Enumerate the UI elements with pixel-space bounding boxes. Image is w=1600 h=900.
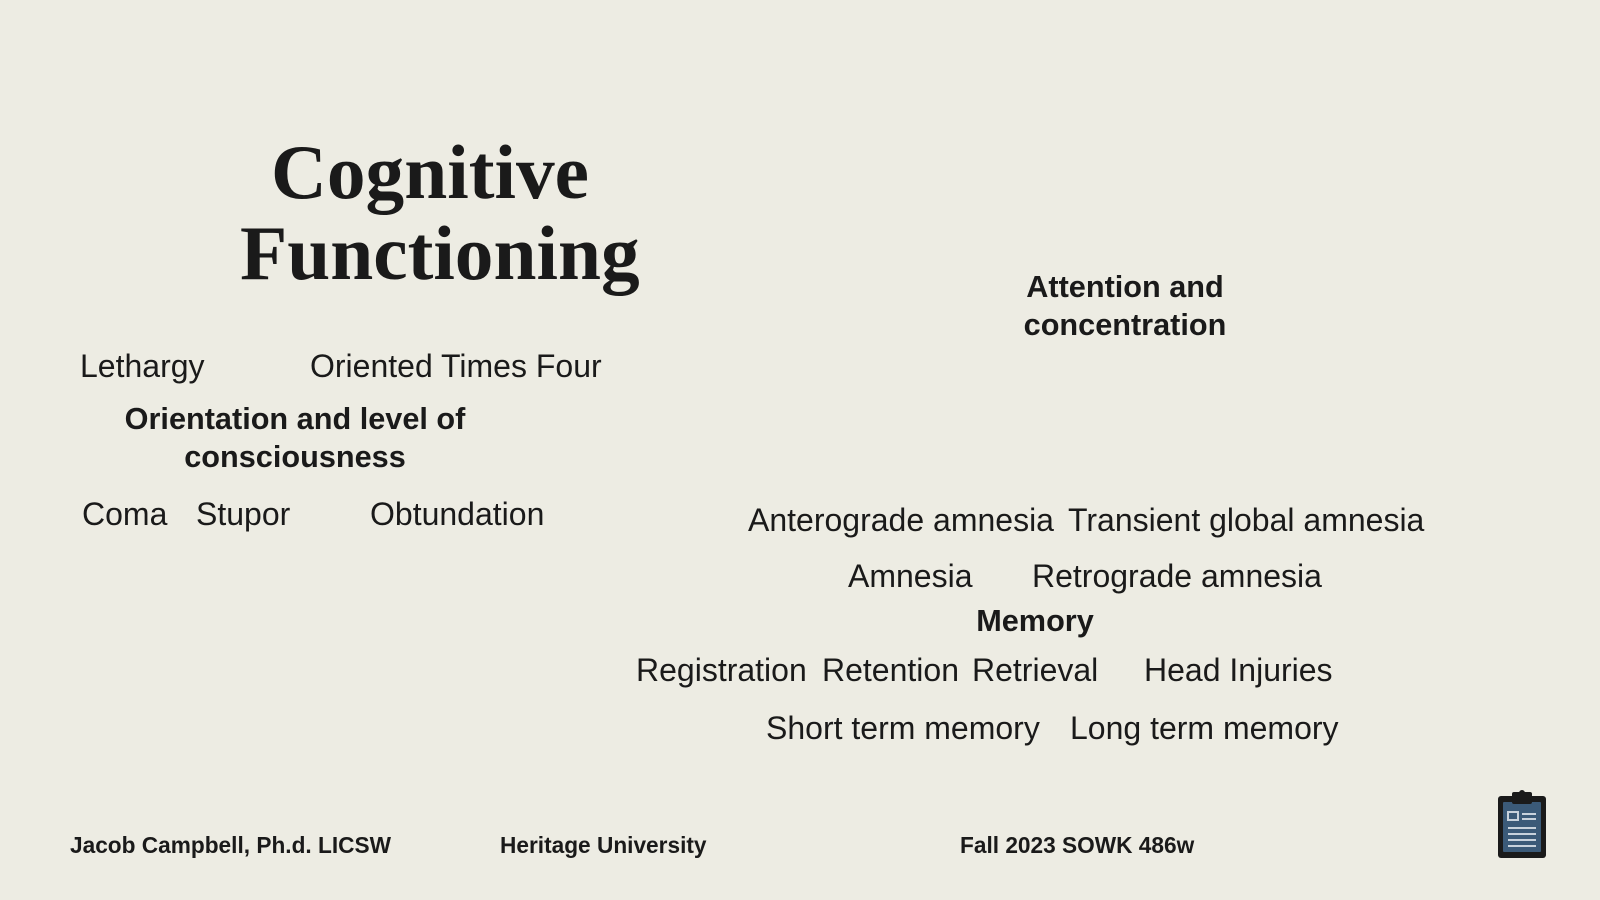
footer-author: Jacob Campbell, Ph.d. LICSW [70, 832, 391, 859]
title-line-1: Cognitive [271, 129, 589, 215]
slide-title: Cognitive Functioning [240, 132, 620, 294]
term-short-term-memory: Short term memory [766, 710, 1040, 747]
term-retrieval: Retrieval [972, 652, 1098, 689]
term-coma: Coma [82, 496, 167, 533]
term-head-injuries: Head Injuries [1144, 652, 1333, 689]
heading-orientation: Orientation and level of consciousness [120, 400, 470, 477]
term-registration: Registration [636, 652, 807, 689]
term-long-term-memory: Long term memory [1070, 710, 1339, 747]
footer-course: Fall 2023 SOWK 486w [960, 832, 1194, 859]
term-oriented-times-four: Oriented Times Four [310, 348, 602, 385]
footer-institution: Heritage University [500, 832, 707, 859]
term-retrograde-amnesia: Retrograde amnesia [1032, 558, 1322, 595]
term-lethargy: Lethargy [80, 348, 205, 385]
term-anterograde-amnesia: Anterograde amnesia [748, 502, 1054, 539]
term-retention: Retention [822, 652, 959, 689]
term-amnesia: Amnesia [848, 558, 973, 595]
term-transient-global-amnesia: Transient global amnesia [1068, 502, 1424, 539]
term-stupor: Stupor [196, 496, 290, 533]
term-obtundation: Obtundation [370, 496, 544, 533]
heading-memory: Memory [970, 602, 1100, 640]
clipboard-icon [1494, 788, 1550, 860]
heading-attention: Attention and concentration [1000, 268, 1250, 345]
title-line-2: Functioning [240, 210, 640, 296]
